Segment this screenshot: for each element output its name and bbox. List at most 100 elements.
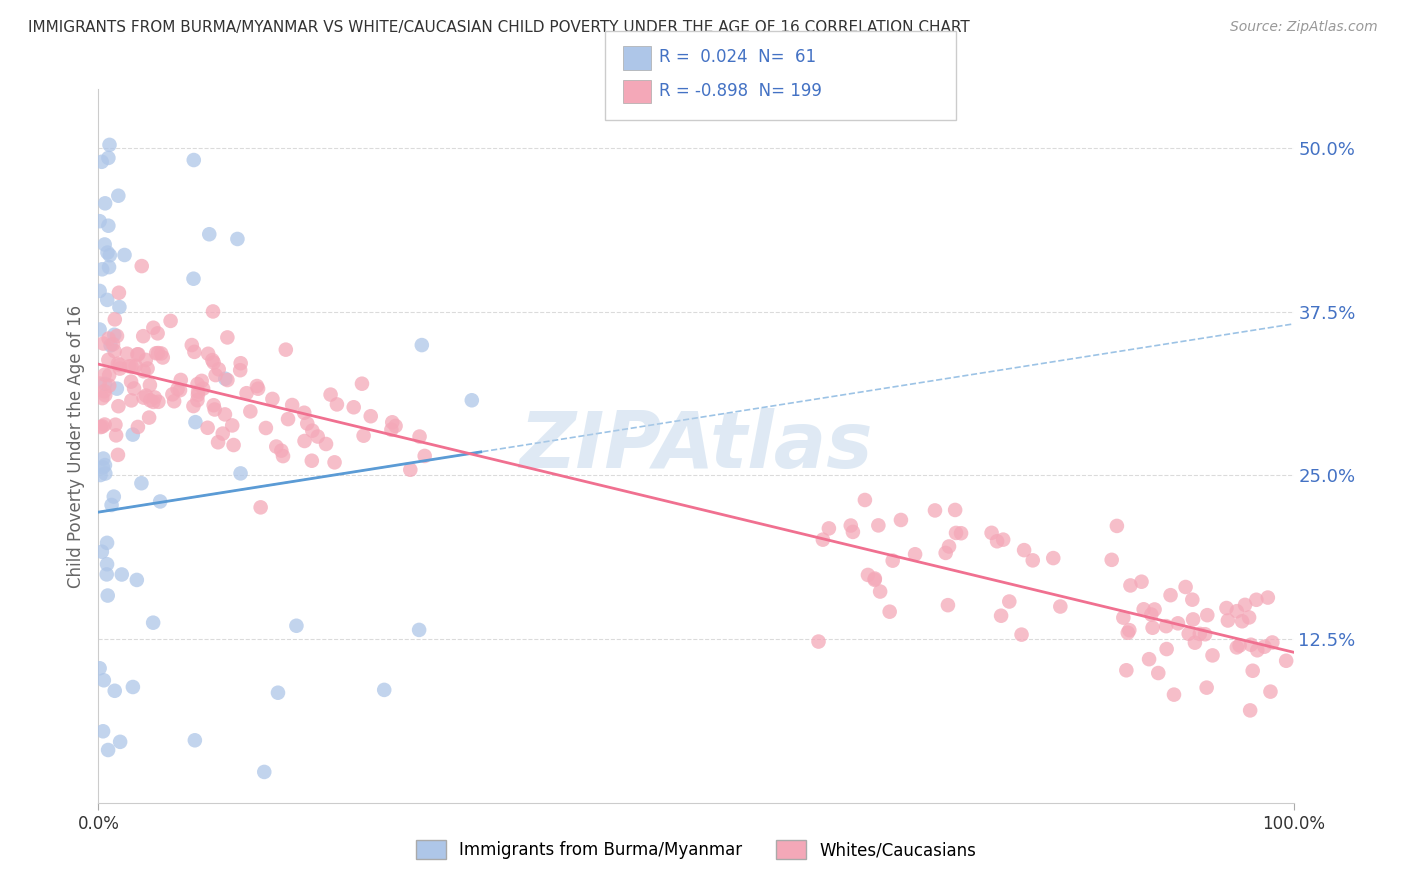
- Point: [96, 536, 118, 550]
- Point: [107, 399, 129, 413]
- Point: [131, 476, 153, 491]
- Point: [943, 503, 966, 517]
- Point: [142, 320, 165, 334]
- Point: [204, 402, 226, 417]
- Point: [326, 397, 349, 411]
- Point: [98, 368, 121, 383]
- Point: [818, 521, 841, 535]
- Point: [890, 513, 912, 527]
- Point: [96, 293, 118, 307]
- Point: [94, 196, 117, 211]
- Point: [1140, 607, 1163, 622]
- Point: [1182, 612, 1205, 626]
- Point: [262, 392, 284, 406]
- Point: [93, 384, 115, 399]
- Point: [990, 608, 1012, 623]
- Point: [124, 359, 146, 373]
- Point: [98, 137, 121, 152]
- Point: [97, 151, 120, 165]
- Point: [924, 503, 946, 517]
- Point: [138, 410, 160, 425]
- Point: [183, 399, 205, 413]
- Point: [94, 458, 117, 472]
- Point: [1167, 616, 1189, 631]
- Point: [1226, 604, 1249, 618]
- Point: [217, 373, 239, 387]
- Point: [1194, 627, 1216, 641]
- Point: [399, 463, 422, 477]
- Point: [135, 388, 157, 402]
- Point: [187, 384, 209, 399]
- Point: [127, 420, 149, 434]
- Point: [408, 429, 430, 443]
- Point: [122, 680, 145, 694]
- Point: [936, 598, 959, 612]
- Point: [184, 733, 207, 747]
- Point: [183, 271, 205, 285]
- Y-axis label: Child Poverty Under the Age of 16: Child Poverty Under the Age of 16: [66, 304, 84, 588]
- Point: [1216, 614, 1239, 628]
- Point: [142, 395, 165, 409]
- Point: [301, 424, 323, 438]
- Point: [149, 494, 172, 508]
- Point: [271, 449, 294, 463]
- Point: [935, 546, 957, 560]
- Point: [104, 417, 127, 432]
- Point: [105, 428, 128, 442]
- Point: [208, 362, 231, 376]
- Point: [353, 428, 375, 442]
- Point: [945, 525, 967, 540]
- Point: [413, 449, 436, 463]
- Point: [91, 419, 114, 434]
- Point: [94, 376, 117, 391]
- Point: [127, 347, 149, 361]
- Point: [253, 764, 276, 779]
- Point: [190, 374, 212, 388]
- Point: [184, 415, 207, 429]
- Point: [191, 382, 214, 396]
- Point: [89, 214, 111, 228]
- Point: [1177, 626, 1199, 640]
- Point: [91, 460, 114, 475]
- Point: [254, 421, 277, 435]
- Point: [1156, 642, 1178, 657]
- Point: [103, 490, 125, 504]
- Point: [93, 417, 115, 432]
- Point: [120, 375, 142, 389]
- Point: [221, 418, 243, 433]
- Point: [301, 454, 323, 468]
- Point: [294, 434, 316, 448]
- Point: [1197, 608, 1219, 623]
- Point: [292, 406, 315, 420]
- Point: [380, 423, 402, 437]
- Point: [104, 683, 127, 698]
- Point: [856, 568, 879, 582]
- Point: [1101, 553, 1123, 567]
- Point: [89, 468, 111, 483]
- Text: R =  0.024  N=  61: R = 0.024 N= 61: [659, 48, 817, 66]
- Point: [274, 343, 297, 357]
- Point: [315, 437, 337, 451]
- Point: [1240, 638, 1263, 652]
- Point: [267, 686, 290, 700]
- Point: [1163, 688, 1185, 702]
- Point: [103, 327, 125, 342]
- Point: [89, 376, 111, 391]
- Point: [114, 248, 136, 262]
- Point: [853, 493, 876, 508]
- Point: [319, 387, 342, 401]
- Point: [1012, 543, 1035, 558]
- Point: [222, 438, 245, 452]
- Point: [90, 545, 112, 559]
- Point: [1201, 648, 1223, 663]
- Point: [91, 336, 114, 351]
- Point: [1229, 639, 1251, 653]
- Point: [863, 573, 886, 587]
- Point: [100, 498, 122, 512]
- Point: [136, 361, 159, 376]
- Point: [107, 357, 129, 371]
- Point: [105, 329, 128, 343]
- Point: [1147, 666, 1170, 681]
- Point: [98, 378, 121, 392]
- Point: [107, 448, 129, 462]
